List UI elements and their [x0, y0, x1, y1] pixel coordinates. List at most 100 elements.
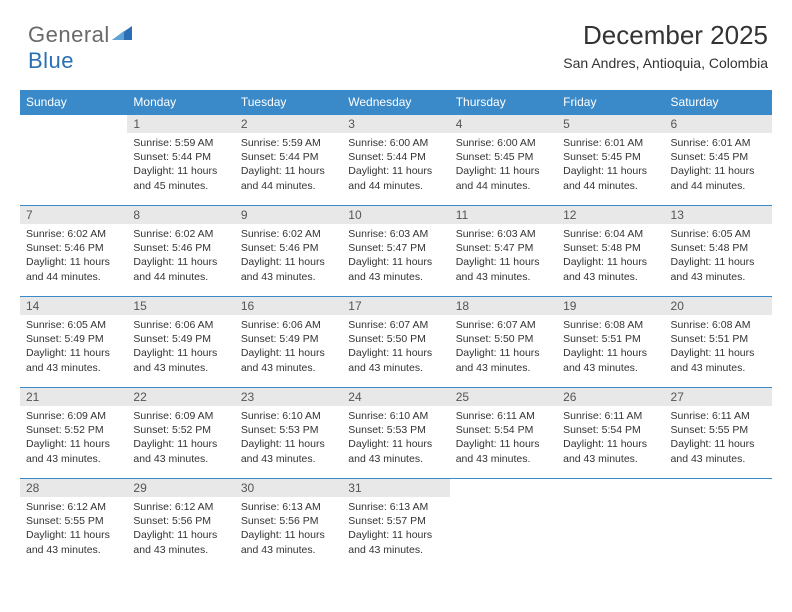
day-info: Sunrise: 6:00 AMSunset: 5:44 PMDaylight:… [342, 133, 449, 197]
day-number: 21 [20, 388, 127, 406]
weekday-header: Monday [127, 90, 234, 115]
calendar-cell: 29Sunrise: 6:12 AMSunset: 5:56 PMDayligh… [127, 479, 234, 570]
sunrise-line: Sunrise: 6:08 AM [671, 319, 751, 331]
weekday-header: Sunday [20, 90, 127, 115]
day-number: 5 [557, 115, 664, 133]
daylight-line: Daylight: 11 hours and 44 minutes. [26, 256, 110, 282]
sunrise-line: Sunrise: 6:12 AM [26, 501, 106, 513]
day-info: Sunrise: 6:08 AMSunset: 5:51 PMDaylight:… [665, 315, 772, 379]
calendar-cell: 8Sunrise: 6:02 AMSunset: 5:46 PMDaylight… [127, 206, 234, 297]
sunrise-line: Sunrise: 6:02 AM [26, 228, 106, 240]
day-number: 28 [20, 479, 127, 497]
sunset-line: Sunset: 5:45 PM [563, 151, 641, 163]
day-number: 11 [450, 206, 557, 224]
day-number: 9 [235, 206, 342, 224]
daylight-line: Daylight: 11 hours and 43 minutes. [563, 438, 647, 464]
calendar-cell: 10Sunrise: 6:03 AMSunset: 5:47 PMDayligh… [342, 206, 449, 297]
daylight-line: Daylight: 11 hours and 43 minutes. [26, 438, 110, 464]
day-number: 18 [450, 297, 557, 315]
daylight-line: Daylight: 11 hours and 44 minutes. [456, 165, 540, 191]
sunset-line: Sunset: 5:48 PM [563, 242, 641, 254]
calendar-cell: 24Sunrise: 6:10 AMSunset: 5:53 PMDayligh… [342, 388, 449, 479]
sunrise-line: Sunrise: 6:10 AM [241, 410, 321, 422]
day-info: Sunrise: 6:05 AM Sunset: 5:48 PM Daylight:… [665, 224, 772, 288]
calendar-cell: 15Sunrise: 6:06 AMSunset: 5:49 PMDayligh… [127, 297, 234, 388]
calendar-cell: 26Sunrise: 6:11 AMSunset: 5:54 PMDayligh… [557, 388, 664, 479]
sunset-line: Sunset: 5:52 PM [133, 424, 211, 436]
day-info: Sunrise: 6:03 AMSunset: 5:47 PMDaylight:… [450, 224, 557, 288]
sunset-line: Sunset: 5:56 PM [133, 515, 211, 527]
day-number: 10 [342, 206, 449, 224]
daylight-line: Daylight: 11 hours and 43 minutes. [456, 256, 540, 282]
calendar-cell: 14Sunrise: 6:05 AMSunset: 5:49 PMDayligh… [20, 297, 127, 388]
calendar-cell-empty [557, 479, 664, 570]
day-info: Sunrise: 6:01 AM Sunset: 5:45 PM Daylight:… [557, 133, 664, 197]
calendar-row: 1Sunrise: 5:59 AMSunset: 5:44 PMDaylight… [20, 115, 772, 206]
sunrise-line: Sunrise: 6:13 AM [348, 501, 428, 513]
daylight-line: Daylight: 11 hours and 43 minutes. [133, 347, 217, 373]
calendar-cell: 27Sunrise: 6:11 AMSunset: 5:55 PMDayligh… [665, 388, 772, 479]
calendar-cell: 19Sunrise: 6:08 AMSunset: 5:51 PMDayligh… [557, 297, 664, 388]
sunset-line: Sunset: 5:49 PM [133, 333, 211, 345]
day-info: Sunrise: 6:07 AMSunset: 5:50 PMDaylight:… [450, 315, 557, 379]
day-number: 22 [127, 388, 234, 406]
weekday-header-row: Sunday Monday Tuesday Wednesday Thursday… [20, 90, 772, 115]
sunset-line: Sunset: 5:51 PM [563, 333, 641, 345]
calendar-cell: 3Sunrise: 6:00 AMSunset: 5:44 PMDaylight… [342, 115, 449, 206]
calendar-cell: 28Sunrise: 6:12 AMSunset: 5:55 PMDayligh… [20, 479, 127, 570]
calendar-cell: 17Sunrise: 6:07 AMSunset: 5:50 PMDayligh… [342, 297, 449, 388]
day-info: Sunrise: 5:59 AMSunset: 5:44 PMDaylight:… [235, 133, 342, 197]
day-info: Sunrise: 6:02 AMSunset: 5:46 PMDaylight:… [235, 224, 342, 288]
day-info: Sunrise: 6:12 AMSunset: 5:55 PMDaylight:… [20, 497, 127, 561]
sunset-line: Sunset: 5:55 PM [671, 424, 749, 436]
daylight-line: Daylight: 11 hours and 43 minutes. [456, 438, 540, 464]
sunrise-line: Sunrise: 6:05 AM [671, 228, 751, 240]
day-number: 31 [342, 479, 449, 497]
weekday-header: Thursday [450, 90, 557, 115]
day-number: 19 [557, 297, 664, 315]
day-number: 4 [450, 115, 557, 133]
calendar-row: 21Sunrise: 6:09 AMSunset: 5:52 PMDayligh… [20, 388, 772, 479]
sunrise-line: Sunrise: 5:59 AM [241, 137, 321, 149]
sunrise-line: Sunrise: 6:01 AM [563, 137, 643, 149]
sunrise-line: Sunrise: 6:06 AM [133, 319, 213, 331]
sunset-line: Sunset: 5:55 PM [26, 515, 104, 527]
sunset-line: Sunset: 5:48 PM [671, 242, 749, 254]
sunset-line: Sunset: 5:52 PM [26, 424, 104, 436]
sunrise-line: Sunrise: 6:08 AM [563, 319, 643, 331]
day-info: Sunrise: 6:00 AMSunset: 5:45 PMDaylight:… [450, 133, 557, 197]
sunrise-line: Sunrise: 6:07 AM [456, 319, 536, 331]
sunrise-line: Sunrise: 6:13 AM [241, 501, 321, 513]
sunset-line: Sunset: 5:44 PM [348, 151, 426, 163]
calendar-cell: 1Sunrise: 5:59 AMSunset: 5:44 PMDaylight… [127, 115, 234, 206]
sunset-line: Sunset: 5:45 PM [671, 151, 749, 163]
daylight-line: Daylight: 11 hours and 43 minutes. [456, 347, 540, 373]
daylight-line: Daylight: 11 hours and 43 minutes. [671, 256, 755, 282]
sunset-line: Sunset: 5:45 PM [456, 151, 534, 163]
day-info: Sunrise: 6:13 AMSunset: 5:56 PMDaylight:… [235, 497, 342, 561]
calendar-cell: 4Sunrise: 6:00 AMSunset: 5:45 PMDaylight… [450, 115, 557, 206]
calendar-cell: 22Sunrise: 6:09 AMSunset: 5:52 PMDayligh… [127, 388, 234, 479]
sunrise-line: Sunrise: 6:04 AM [563, 228, 643, 240]
day-info: Sunrise: 6:09 AMSunset: 5:52 PMDaylight:… [127, 406, 234, 470]
sunset-line: Sunset: 5:54 PM [456, 424, 534, 436]
day-number: 26 [557, 388, 664, 406]
day-number: 23 [235, 388, 342, 406]
sunset-line: Sunset: 5:47 PM [348, 242, 426, 254]
daylight-line: Daylight: 11 hours and 44 minutes. [671, 165, 755, 191]
day-info: Sunrise: 6:09 AMSunset: 5:52 PMDaylight:… [20, 406, 127, 470]
day-info: Sunrise: 6:10 AMSunset: 5:53 PMDaylight:… [342, 406, 449, 470]
day-info: Sunrise: 6:08 AMSunset: 5:51 PMDaylight:… [557, 315, 664, 379]
logo-triangle-icon [112, 22, 134, 48]
daylight-line: Daylight: 11 hours and 43 minutes. [563, 256, 647, 282]
day-info: Sunrise: 6:03 AMSunset: 5:47 PMDaylight:… [342, 224, 449, 288]
sunrise-line: Sunrise: 6:07 AM [348, 319, 428, 331]
calendar-cell-empty [20, 115, 127, 206]
calendar-cell: 16Sunrise: 6:06 AMSunset: 5:49 PMDayligh… [235, 297, 342, 388]
sunrise-line: Sunrise: 6:06 AM [241, 319, 321, 331]
logo-text-gray: General [28, 22, 110, 47]
daylight-line: Daylight: 11 hours and 44 minutes. [563, 165, 647, 191]
day-number: 30 [235, 479, 342, 497]
daylight-line: Daylight: 11 hours and 43 minutes. [671, 438, 755, 464]
sunset-line: Sunset: 5:47 PM [456, 242, 534, 254]
